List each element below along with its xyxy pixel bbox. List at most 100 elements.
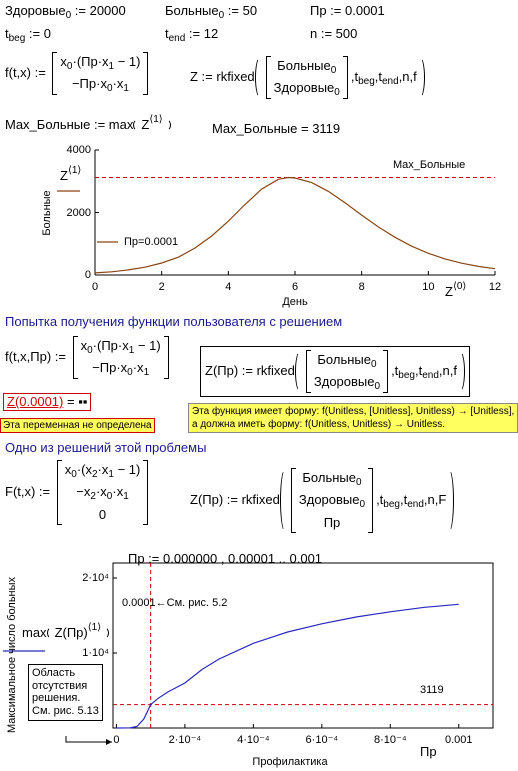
matrix-row: x 0 ·(x 2 ·x 1 − 1) (65, 462, 141, 479)
math-text: x (80, 338, 88, 353)
y-tick-label: 1·10⁴ (82, 647, 109, 659)
matrix-row: −x 2 ·x 0 ·x 1 (65, 484, 141, 502)
superscript: ⟨1⟩ (149, 113, 163, 125)
math-text: ,n,f (398, 69, 417, 85)
math-text: ,t (399, 492, 408, 508)
y-tick-label: 4000 (67, 144, 91, 156)
trace-y-label: Z ⟨1⟩ (60, 164, 81, 183)
math-text: ▪▪ (78, 394, 88, 409)
math-text: Z (60, 167, 68, 183)
note-line: См. рис. 5.13 (32, 705, 99, 718)
tick-text: 4000 (66, 143, 91, 156)
marker-text: 3119 (420, 683, 444, 696)
math-text: ·x (112, 76, 124, 92)
matrix-row: Больные 0 (299, 470, 365, 487)
math-text: = (63, 394, 79, 409)
math-text: f(t,x,Пр) := (5, 349, 70, 365)
tick-text: 10 (422, 281, 435, 293)
subscript: 0 (66, 60, 73, 72)
math-text: Z(0.0001) (7, 394, 64, 409)
tick-text: 2000 (66, 206, 91, 219)
math-text: t (165, 26, 169, 41)
matrix: Больные 0 Здоровые 0 (265, 56, 349, 99)
expression: F(t,x) := x 0 ·(x 2 ·x 1 − 1) −x 2 ·x 0 ·x 1 0 (5, 460, 151, 525)
subscript: 0 (87, 344, 93, 356)
tick-text: 0.001 (445, 734, 473, 746)
parenthesized: Больные 0 Здоровые 0 Пр ,t beg ,t end ,n,F (279, 468, 455, 533)
math-text: t (5, 26, 9, 41)
subscript: 1 (108, 60, 115, 72)
tooltip-line: Эта функция имеет форму: f(Unitless, [Un… (192, 405, 514, 418)
parenthesized: Z ⟨1⟩ (133, 114, 172, 132)
subscript: 1 (123, 82, 129, 94)
tick-text: 2 (158, 281, 165, 293)
matrix-row: Больные 0 (314, 352, 380, 370)
subscript: 0 (106, 82, 113, 94)
error-message: Эта переменная не определена (0, 418, 155, 433)
data-line (116, 603, 459, 729)
subscript: 2 (90, 490, 96, 502)
matrix-row: x 0 ·(Пр·x 1 − 1) (60, 54, 140, 72)
parenthesized: Z(Пр) ⟨1⟩ (46, 621, 110, 640)
x-axis-label: День (282, 296, 307, 308)
y-axis-label: Больные (41, 190, 53, 235)
math-text: ·x (132, 360, 144, 376)
y-tick-label: 2000 (67, 206, 91, 218)
matrix-row: 0 (65, 507, 141, 522)
note-text: См. рис. 5.13 (32, 704, 99, 717)
note-text: отсутствия (32, 679, 88, 692)
math-text: Здоровые (313, 374, 375, 390)
expression: f(t,x) := x 0 ·(Пр·x 1 − 1) −Пр·x 0 ·x 1 (5, 52, 151, 95)
tooltip-text: Эта функция имеет форму: f(Unitless, [Un… (192, 406, 515, 417)
math-text: := 50 (224, 3, 258, 18)
math-text: Больные (165, 3, 219, 18)
heading-text: Одно из решений этой проблемы (5, 440, 207, 455)
math-text: ,n,f (438, 363, 457, 379)
expression: Max_Больные = 3119 (212, 121, 340, 136)
tick-text: 4 (225, 281, 232, 293)
subscript: 1 (123, 490, 129, 502)
subscript: beg (383, 498, 400, 510)
subscript: 0 (330, 64, 337, 76)
note-arrow (65, 736, 112, 743)
y-tick-label: 2·10⁴ (82, 572, 109, 584)
matrix-row: Здоровые 0 (273, 80, 340, 97)
math-text: ,t (391, 363, 399, 379)
x-tick-label: 8·10⁻⁴ (374, 734, 407, 746)
x-tick-label: 0.001 (445, 734, 473, 746)
subscript: 0 (374, 380, 381, 392)
superscript: ⟨0⟩ (452, 280, 467, 292)
expression: Пр := 0.0001 (310, 3, 385, 18)
matrix-row: Здоровые 0 (313, 374, 381, 392)
math-text: Больные (317, 352, 371, 367)
tick-text: 8·10⁻⁴ (374, 734, 407, 746)
tick-text: 8 (358, 281, 365, 293)
tick-text: 6 (291, 281, 299, 293)
trace-x-label: Z ⟨0⟩ (445, 280, 466, 299)
math-text: n := 500 (310, 26, 358, 41)
math-text: Max_Больные := max (5, 117, 134, 132)
math-text: Z(Пр) := rkfixed (190, 492, 280, 508)
heading: Одно из решений этой проблемы (5, 440, 207, 455)
math-text: Здоровые (5, 3, 66, 18)
math-text: − 1) (134, 338, 161, 353)
matrix: x 0 ·(x 2 ·x 1 − 1) −x 2 ·x 0 ·x 1 0 (56, 460, 149, 525)
subscript: beg (8, 32, 26, 44)
math-text: ·(Пр·x (92, 338, 129, 353)
math-text: Здоровые (273, 80, 335, 96)
matrix-row: Больные 0 (274, 58, 340, 76)
subscript: beg (358, 75, 375, 87)
math-text: max (22, 624, 47, 640)
math-text: Больные (302, 470, 356, 485)
tick-text: 1·10⁴ (82, 646, 109, 659)
expression: t beg := 0 (5, 26, 51, 44)
math-text: ,t (376, 492, 384, 508)
subscript: end (407, 498, 424, 510)
parenthesized: Больные 0 Здоровые 0 ,t beg ,t end ,n,f (294, 350, 466, 393)
tick-text: 2·10⁴ (82, 571, 109, 584)
matrix-row: x 0 ·(Пр·x 1 − 1) (80, 338, 161, 356)
subscript: 0 (370, 358, 377, 370)
matrix-row: Пр (299, 515, 365, 530)
tooltip-text: а должна иметь форму: f(Unitless, Unitle… (192, 419, 446, 430)
